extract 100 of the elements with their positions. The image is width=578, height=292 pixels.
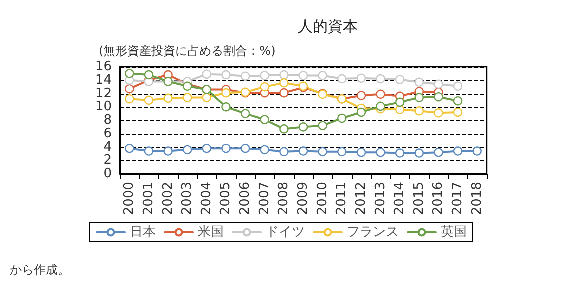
point [298, 122, 308, 132]
point [298, 146, 308, 156]
x-tick-label: 2001 [141, 182, 156, 216]
point [125, 94, 134, 104]
point [434, 108, 444, 118]
x-tick-label: 2009 [296, 182, 311, 216]
point [472, 146, 482, 156]
point [356, 74, 366, 83]
point [453, 146, 463, 156]
point [202, 93, 212, 102]
point [260, 145, 270, 155]
x-tick-label: 2007 [257, 182, 272, 216]
point [240, 109, 250, 118]
x-tick-label: 2004 [199, 182, 214, 216]
point [318, 121, 328, 130]
point [222, 102, 231, 112]
x-tick-label: 2015 [412, 182, 427, 216]
text: から作成。 [10, 263, 70, 277]
point [395, 75, 405, 84]
point [395, 105, 405, 114]
x-tick-label: 2017 [450, 182, 466, 216]
y-tick-label: 14 [95, 72, 112, 88]
point [280, 124, 289, 134]
point [453, 108, 463, 118]
point [338, 114, 347, 124]
point [280, 147, 289, 157]
legend-label: ドイツ [266, 225, 305, 240]
point [202, 70, 212, 79]
x-tick-label: 2018 [470, 182, 485, 216]
point [222, 144, 231, 154]
point [125, 84, 134, 94]
point [376, 74, 386, 84]
chart-subtitle: (無形資産投資に占める割合：%) [99, 44, 276, 58]
point [240, 72, 250, 81]
point [164, 146, 173, 156]
point [183, 93, 192, 102]
x-tick-label: 2000 [122, 182, 138, 216]
point [453, 96, 463, 106]
y-tick-label: 6 [104, 126, 112, 142]
y-tick-label: 0 [104, 166, 112, 182]
y-tick-label: 4 [104, 140, 112, 155]
point [414, 93, 424, 102]
point [298, 71, 308, 80]
point [260, 71, 270, 80]
point [240, 144, 250, 154]
point [376, 90, 386, 100]
point [376, 148, 386, 158]
legend-label: 米国 [198, 225, 224, 240]
point [125, 144, 134, 154]
point [260, 115, 270, 124]
chart-title: 人的資本 [298, 18, 358, 36]
x-tick-label: 2006 [238, 182, 254, 216]
legend-label: 日本 [130, 225, 156, 240]
point [164, 94, 173, 104]
x-tick-label: 2002 [160, 182, 176, 216]
point [260, 82, 270, 92]
point [222, 88, 231, 98]
point [144, 96, 154, 106]
x-tick-label: 2012 [354, 182, 369, 216]
x-tick-label: 2014 [392, 182, 408, 216]
x-tick-label: 2003 [180, 182, 196, 216]
point [414, 106, 424, 116]
point [125, 69, 134, 78]
point [338, 147, 347, 157]
point [183, 145, 192, 155]
y-tick-label: 10 [95, 100, 112, 115]
point [318, 147, 328, 157]
point [356, 148, 366, 158]
x-tick-label: 2013 [373, 182, 388, 216]
point [222, 70, 231, 80]
point [414, 148, 424, 158]
x-tick-label: 2016 [431, 182, 446, 216]
point [338, 74, 347, 84]
point [395, 148, 405, 158]
point [453, 82, 463, 91]
x-tick-label: 2011 [334, 182, 350, 216]
point [202, 144, 212, 154]
x-tick-label: 2010 [315, 182, 330, 216]
point [280, 70, 289, 80]
point [414, 78, 424, 87]
point [434, 80, 444, 89]
point [376, 102, 386, 112]
x-tick-label: 2008 [276, 182, 292, 216]
point [144, 70, 154, 80]
point [318, 71, 328, 80]
point [280, 88, 289, 98]
point [144, 146, 154, 156]
legend-label: フランス [347, 225, 399, 240]
y-tick-label: 2 [104, 153, 112, 168]
point [395, 98, 405, 108]
y-tick-label: 16 [95, 60, 112, 74]
y-tick-label: 8 [104, 113, 112, 128]
point [434, 92, 444, 102]
legend-label: 英国 [441, 225, 467, 240]
y-tick-label: 12 [95, 86, 112, 102]
point [356, 108, 366, 118]
point [434, 148, 444, 158]
point [356, 91, 366, 100]
x-tick-label: 2005 [218, 182, 234, 216]
point [280, 78, 289, 88]
